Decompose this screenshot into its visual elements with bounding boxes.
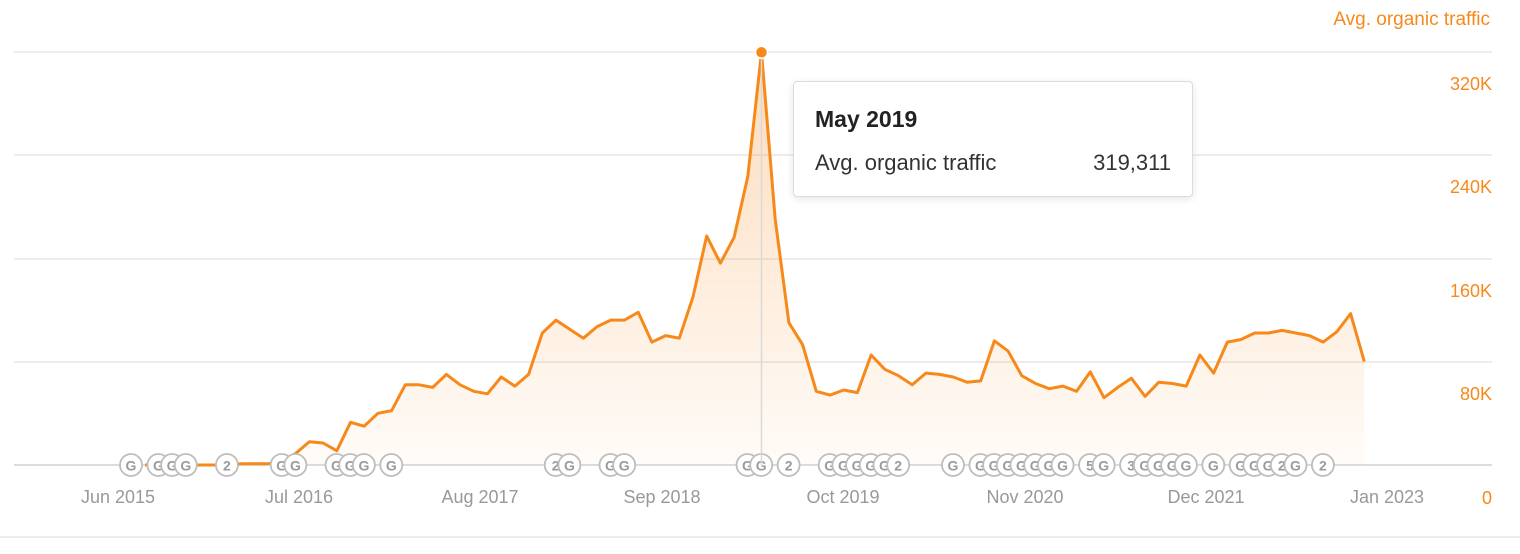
update-marker-label: G — [742, 458, 753, 474]
update-marker[interactable]: G — [1091, 453, 1116, 477]
update-marker-label: G — [605, 458, 616, 474]
update-marker-label: G — [1263, 458, 1274, 474]
update-marker-label: 2 — [1319, 458, 1327, 474]
update-marker-label: G — [1249, 458, 1260, 474]
update-marker-label: G — [153, 458, 164, 474]
bottom-divider — [0, 536, 1520, 538]
update-marker[interactable]: G — [283, 453, 308, 477]
update-marker-label: 2 — [894, 458, 902, 474]
update-marker-label: G — [948, 458, 959, 474]
update-marker-label: G — [1167, 458, 1178, 474]
x-tick-label: Jun 2015 — [81, 487, 155, 507]
update-marker-label: 3 — [1127, 458, 1135, 474]
update-marker[interactable]: G — [351, 453, 376, 477]
series-area-fill — [145, 52, 1365, 466]
update-marker-label: G — [126, 458, 137, 474]
update-marker-label: G — [167, 458, 178, 474]
update-marker[interactable]: G — [941, 453, 965, 477]
update-marker-label: G — [1290, 458, 1301, 474]
x-tick-label: Jul 2016 — [265, 487, 333, 507]
update-marker-label: G — [564, 458, 575, 474]
y-tick-label: 80K — [1460, 384, 1492, 404]
update-marker[interactable]: G — [1201, 453, 1226, 477]
update-marker-label: G — [865, 458, 876, 474]
update-marker-label: G — [1235, 458, 1246, 474]
update-marker[interactable]: 2 — [776, 453, 801, 477]
update-marker-label: G — [1098, 458, 1109, 474]
update-marker[interactable]: 2 — [886, 453, 911, 477]
update-marker-label: G — [180, 458, 191, 474]
update-marker[interactable]: G — [557, 453, 582, 477]
update-marker-label: G — [1208, 458, 1219, 474]
update-marker[interactable]: G — [1174, 453, 1198, 477]
x-tick-label: Nov 2020 — [986, 487, 1063, 507]
x-tick-label: Oct 2019 — [806, 487, 879, 507]
update-marker-label: G — [838, 458, 849, 474]
update-marker-label: G — [879, 458, 890, 474]
update-marker[interactable]: G — [1050, 453, 1075, 477]
update-marker-label: G — [989, 458, 1000, 474]
x-tick-label: Dec 2021 — [1167, 487, 1244, 507]
x-tick-label: Sep 2018 — [623, 487, 700, 507]
tooltip-title: May 2019 — [815, 106, 918, 132]
tooltip-series-label: Avg. organic traffic — [815, 150, 997, 175]
x-tick-label: Jan 2023 — [1350, 487, 1424, 507]
update-marker-label: G — [1057, 458, 1068, 474]
update-marker-label: G — [756, 458, 767, 474]
update-marker-label: G — [852, 458, 863, 474]
update-marker[interactable]: 2 — [214, 453, 239, 477]
update-marker-label: G — [1002, 458, 1013, 474]
update-marker[interactable]: G — [119, 453, 143, 477]
update-marker-label: G — [1016, 458, 1027, 474]
y-tick-label: 320K — [1450, 74, 1492, 94]
update-marker-label: G — [276, 458, 287, 474]
update-marker-label: 5 — [1086, 458, 1094, 474]
update-marker-label: G — [1043, 458, 1054, 474]
update-marker-label: G — [619, 458, 630, 474]
update-marker-label: G — [358, 458, 369, 474]
update-marker-label: G — [345, 458, 356, 474]
update-marker-label: 2 — [552, 458, 560, 474]
y-tick-label: 0 — [1482, 488, 1492, 508]
update-marker-label: G — [331, 458, 342, 474]
update-marker-label: G — [290, 458, 301, 474]
update-marker-label: G — [1139, 458, 1150, 474]
update-marker-label: G — [1180, 458, 1191, 474]
update-marker-label: G — [975, 458, 986, 474]
update-marker[interactable]: G — [612, 453, 637, 477]
update-marker[interactable]: G — [379, 453, 404, 477]
update-marker[interactable]: G — [173, 453, 198, 477]
update-marker[interactable]: 2 — [1311, 453, 1335, 477]
x-tick-label: Aug 2017 — [441, 487, 518, 507]
update-marker-label: 2 — [223, 458, 231, 474]
update-marker-label: G — [824, 458, 835, 474]
y-tick-label: 160K — [1450, 281, 1492, 301]
highlighted-point[interactable] — [754, 45, 769, 60]
legend-label: Avg. organic traffic — [1333, 9, 1490, 30]
update-marker-label: 2 — [1278, 458, 1286, 474]
hover-tooltip: May 2019 Avg. organic traffic 319,311 — [793, 81, 1193, 197]
update-marker-label: 2 — [785, 458, 793, 474]
y-tick-label: 240K — [1450, 177, 1492, 197]
update-marker-label: G — [386, 458, 397, 474]
tooltip-series-value: 319,311 — [1093, 150, 1171, 175]
series-line — [145, 50, 1366, 467]
update-marker-label: G — [1153, 458, 1164, 474]
update-marker-label: G — [1030, 458, 1041, 474]
update-marker[interactable]: G — [1283, 453, 1308, 477]
